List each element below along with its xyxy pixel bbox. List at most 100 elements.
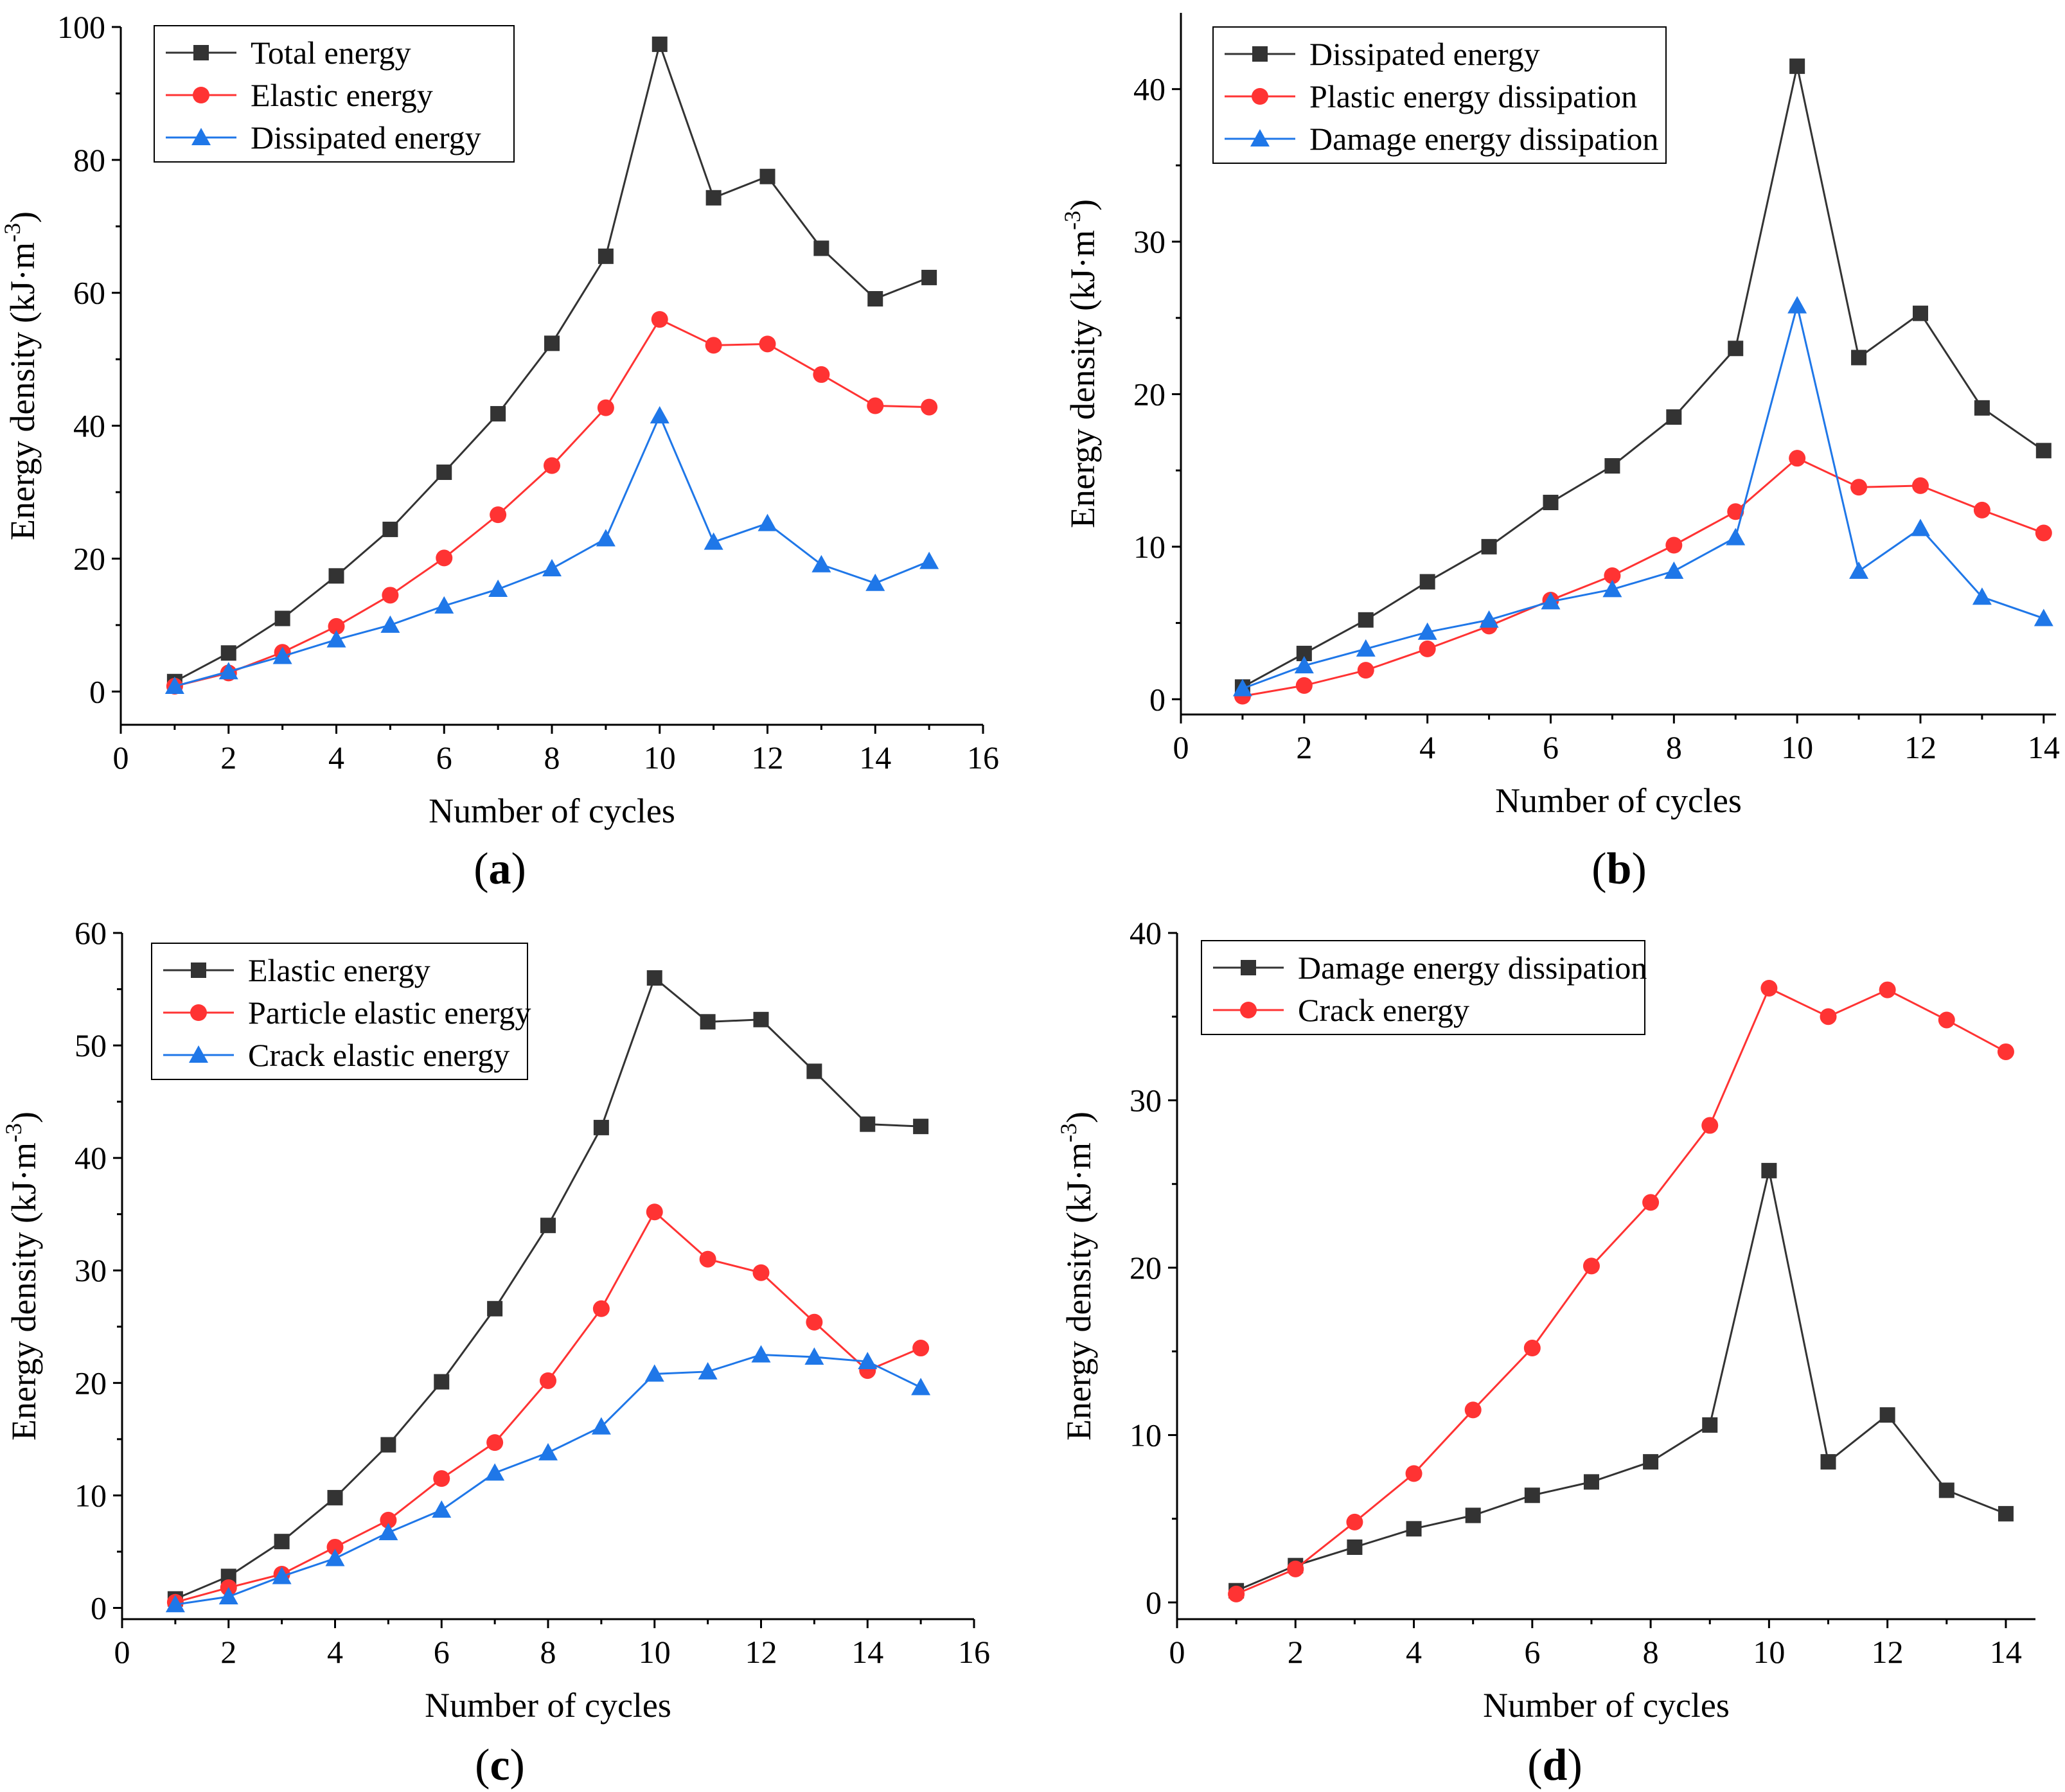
y-tick-label: 0 — [1149, 681, 1165, 717]
data-point — [1479, 610, 1499, 628]
data-point — [218, 1586, 238, 1604]
chart-panel-c: 0 2 4 6 8 10 12 14 16 0 10 20 30 40 50 60 Number of cycl… — [1, 915, 990, 1790]
data-point — [867, 291, 883, 307]
data-point — [593, 1119, 609, 1135]
data-point — [704, 532, 723, 550]
legend-label: Dissipated energy — [1309, 36, 1540, 72]
data-point — [382, 587, 399, 604]
y-axis-title-base: Energy density (kJ·m — [1063, 230, 1102, 528]
y-tick-label: 40 — [73, 408, 105, 444]
legend-item: Elastic energy — [166, 77, 433, 113]
data-point — [1666, 409, 1682, 425]
data-point — [705, 190, 722, 206]
x-tick-label: 12 — [1904, 729, 1936, 765]
data-point — [436, 464, 452, 480]
chart-panel-d: 0 2 4 6 8 10 12 14 0 10 20 30 40 Number of cycles Ener… — [1056, 915, 2035, 1790]
legend-item: Dissipated energy — [1225, 36, 1540, 72]
legend-label: Crack elastic energy — [248, 1037, 510, 1073]
data-point — [1789, 450, 1806, 467]
legend-box — [154, 25, 515, 163]
y-tick-label: 60 — [75, 915, 107, 951]
y-tick-label: 40 — [1133, 71, 1165, 107]
y-axis-title-close: ) — [1063, 199, 1102, 211]
data-point — [1582, 1257, 1600, 1275]
plot-area — [165, 970, 931, 1613]
x-axis-title: Number of cycles — [425, 1686, 671, 1725]
data-point — [1604, 567, 1621, 584]
x-tick-label: 0 — [113, 740, 129, 776]
x-tick-label: 10 — [644, 740, 676, 776]
data-point — [274, 1534, 290, 1550]
data-point — [436, 549, 453, 567]
y-tick-label: 20 — [75, 1365, 107, 1401]
legend-item: Dissipated energy — [166, 120, 481, 155]
data-point — [380, 1511, 397, 1529]
data-point — [813, 366, 830, 383]
data-point — [2034, 608, 2053, 626]
data-point — [1787, 296, 1807, 314]
panel-label: (c) — [475, 1741, 525, 1790]
legend-item: Crack energy — [1213, 992, 1469, 1028]
data-point — [540, 1218, 556, 1234]
series-line — [1242, 305, 2044, 690]
panel-label-letter: c — [490, 1741, 510, 1790]
data-point — [912, 1340, 930, 1357]
y-tick-label: 0 — [1146, 1584, 1162, 1620]
panel-label-close: ) — [511, 844, 526, 894]
x-tick-label: 10 — [1781, 729, 1813, 765]
y-tick-label: 0 — [91, 1590, 107, 1626]
legend-item: Damage energy dissipation — [1213, 950, 1647, 986]
data-point — [646, 1203, 663, 1221]
data-point — [326, 630, 346, 648]
data-point — [1583, 1474, 1599, 1490]
data-point — [1643, 1454, 1659, 1470]
data-point — [1232, 679, 1252, 696]
series-elastic-energy — [166, 311, 938, 695]
data-point — [272, 646, 292, 664]
data-point — [1464, 1401, 1482, 1419]
y-axis-title-superscript: -3 — [1056, 1123, 1081, 1142]
x-tick-label: 14 — [859, 740, 891, 776]
data-point — [487, 1300, 503, 1317]
data-point — [865, 573, 885, 591]
legend-marker — [1240, 1002, 1257, 1018]
x-tick-label: 16 — [967, 740, 999, 776]
legend-label: Damage energy dissipation — [1298, 950, 1647, 986]
data-point — [1417, 622, 1437, 640]
y-axis-title-base: Energy density (kJ·m — [4, 1142, 43, 1441]
data-point — [1728, 341, 1744, 357]
x-tick-label: 4 — [1406, 1634, 1422, 1670]
x-axis-title: Number of cycles — [1495, 781, 1742, 820]
data-point — [1642, 1194, 1660, 1211]
legend-box — [151, 943, 528, 1080]
data-point — [490, 506, 507, 524]
data-point — [813, 240, 829, 256]
series-line — [1236, 986, 2007, 1595]
data-point — [1287, 1560, 1304, 1577]
data-point — [380, 1437, 396, 1453]
panel-label-open: ( — [1591, 844, 1606, 894]
data-point — [1524, 1487, 1540, 1504]
data-point — [1228, 1585, 1245, 1602]
y-tick-label: 20 — [1130, 1250, 1162, 1286]
y-axis-title: Energy density (kJ·m-3) — [0, 211, 42, 540]
data-point — [1702, 1417, 1718, 1433]
legend-marker — [190, 1004, 207, 1021]
data-point — [1998, 1505, 2014, 1521]
legend-label: Crack energy — [1298, 992, 1469, 1028]
data-point — [165, 1595, 185, 1613]
panel-label-close: ) — [1567, 1741, 1582, 1790]
series-crack-elastic-energy — [165, 1345, 931, 1613]
x-tick-label: 2 — [220, 1634, 236, 1670]
data-point — [432, 1500, 452, 1518]
data-point — [434, 596, 454, 614]
data-point — [272, 1566, 292, 1584]
data-point — [919, 551, 939, 569]
data-point — [597, 399, 614, 416]
data-point — [1974, 400, 1990, 416]
data-point — [700, 1014, 716, 1030]
data-point — [1910, 519, 1930, 537]
data-point — [274, 610, 290, 626]
legend-item: Elastic energy — [163, 952, 430, 988]
legend-marker — [193, 45, 209, 60]
